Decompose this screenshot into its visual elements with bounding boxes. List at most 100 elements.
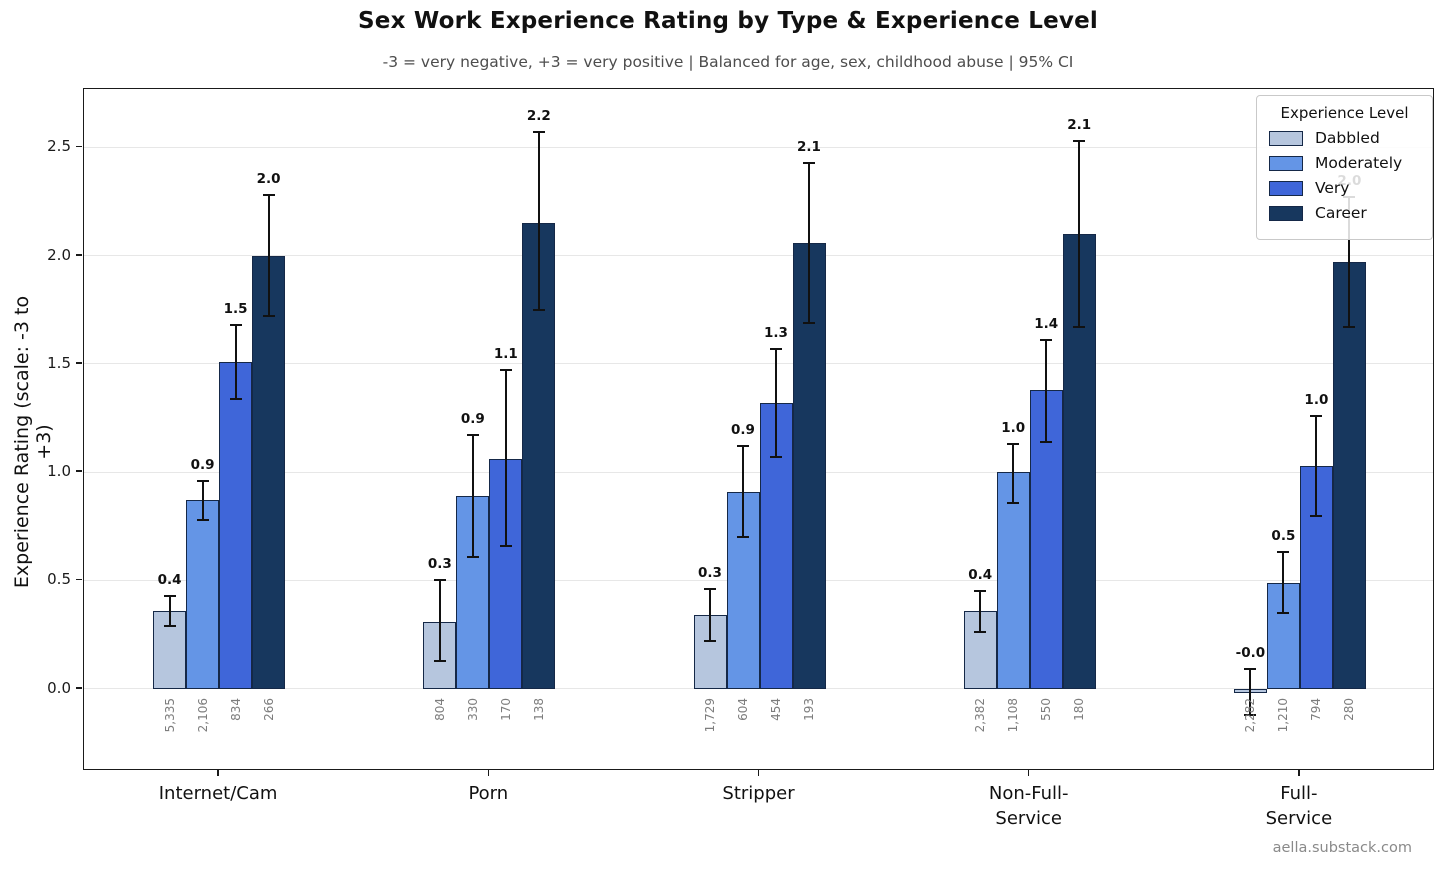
legend-item-moderately: Moderately (1269, 154, 1422, 172)
error-bar-cap-bottom (499, 544, 512, 547)
bar-sample-size-label: 1,729 (703, 697, 717, 733)
legend-title: Experience Level (1280, 104, 1409, 122)
error-bar (234, 324, 237, 399)
bar-sample-size-label: 138 (531, 697, 546, 721)
chart-subtitle: -3 = very negative, +3 = very positive |… (382, 53, 1074, 71)
error-bar-cap-bottom (1277, 611, 1290, 614)
error-bar-cap-top (737, 445, 749, 448)
y-tick-label: 2.0 (47, 245, 71, 264)
error-bar (168, 595, 171, 626)
watermark-text: aella.substack.com (1272, 840, 1412, 856)
bar-value-label: -0.0 (1235, 645, 1266, 662)
y-tick-label: 0.0 (47, 678, 71, 697)
error-bar (1282, 552, 1285, 613)
bar-value-label: 2.1 (1067, 116, 1092, 133)
bar-sample-size-label: 266 (261, 697, 276, 721)
bar-very-1 (219, 361, 253, 689)
legend-items: Dabbled Moderately Very Career (1267, 129, 1422, 222)
bar-sample-size-label: 2,282 (1243, 697, 1258, 733)
gridline (84, 255, 1433, 257)
error-bar-cap-top (262, 194, 275, 197)
y-tick-mark (76, 362, 82, 364)
error-bar-cap-bottom (262, 315, 275, 318)
bar-career-5 (1332, 262, 1366, 689)
bar-value-label: 0.3 (698, 565, 722, 582)
bar-sample-size-label: 794 (1309, 697, 1324, 721)
error-bar-cap-bottom (196, 518, 209, 521)
bar-value-label: 0.9 (731, 422, 755, 439)
bar-sample-size-label: 550 (1039, 697, 1054, 721)
y-tick-mark (76, 253, 82, 256)
error-bar-cap-bottom (466, 555, 479, 558)
bar-value-label: 2.0 (256, 171, 281, 188)
error-bar-cap-bottom (532, 308, 545, 311)
bar-sample-size-label: 5,335 (162, 697, 177, 733)
bar-sample-size-label: 2,106 (195, 697, 210, 733)
error-bar (267, 195, 270, 317)
bar-value-label: 0.4 (157, 571, 182, 588)
bar-value-label: 2.2 (526, 108, 551, 125)
bar-value-label: 1.3 (764, 324, 788, 341)
y-tick-label: 1.0 (47, 462, 71, 481)
plot-area: 0.4 5,335 0.9 2,106 1.5 834 2.0 266 0.3 804 0.9 330… (83, 88, 1434, 770)
error-bar-cap-top (770, 347, 782, 350)
bar-sample-size-label: 330 (465, 697, 480, 721)
x-tick-mark (1027, 770, 1030, 776)
x-category-label: Internet/Cam (158, 783, 278, 804)
error-bar-cap-top (1073, 139, 1086, 142)
error-bar (775, 348, 777, 458)
error-bar-cap-top (532, 131, 545, 134)
bar-sample-size-label: 2,382 (973, 697, 988, 733)
error-bar-cap-top (433, 579, 446, 582)
error-bar (742, 446, 744, 538)
x-category-label: Non-Full- Service (988, 783, 1069, 829)
legend-label: Moderately (1315, 154, 1403, 172)
error-bar-cap-bottom (1244, 713, 1257, 716)
y-tick-mark (76, 686, 82, 689)
legend-swatch-icon (1269, 155, 1303, 171)
legend: Experience Level Dabbled Moderately Very Ca… (1256, 95, 1433, 240)
legend-swatch-icon (1269, 130, 1303, 146)
error-bar-cap-bottom (229, 397, 242, 400)
error-bar-cap-bottom (974, 631, 987, 634)
error-bar-cap-top (229, 323, 242, 326)
y-tick-label: 0.5 (47, 570, 71, 589)
bar-value-label: 0.3 (427, 556, 452, 573)
bar-sample-size-label: 170 (498, 697, 513, 721)
bar-sample-size-label: 280 (1342, 697, 1357, 721)
bar-value-label: 1.1 (493, 346, 518, 363)
x-category-label: Full- Service (1265, 783, 1333, 829)
bar-moderately-2 (456, 496, 490, 689)
error-bar-cap-top (1277, 551, 1290, 554)
error-bar-cap-bottom (770, 456, 782, 459)
bar-sample-size-label: 454 (769, 697, 783, 721)
legend-swatch-icon (1269, 205, 1303, 221)
error-bar-cap-bottom (433, 659, 446, 662)
error-bar-cap-bottom (1040, 440, 1053, 443)
chart-title: Sex Work Experience Rating by Type & Exp… (358, 8, 1098, 34)
bar-value-label: 0.4 (968, 567, 993, 584)
x-category-label: Stripper (722, 783, 795, 804)
error-bar-cap-top (163, 594, 176, 597)
legend-label: Career (1315, 204, 1367, 222)
gridline (84, 363, 1433, 365)
bar-value-label: 0.9 (460, 411, 485, 428)
legend-label: Dabbled (1315, 129, 1380, 147)
legend-label: Very (1315, 179, 1350, 197)
bar-value-label: 1.0 (1001, 420, 1026, 437)
error-bar (1249, 669, 1252, 715)
gridline (84, 146, 1433, 148)
bar-career-1 (252, 255, 286, 689)
error-bar-cap-top (1310, 414, 1323, 417)
error-bar-cap-top (1040, 339, 1053, 342)
bar-value-label: 1.4 (1034, 316, 1059, 333)
error-bar-cap-bottom (737, 536, 749, 539)
bar-moderately-1 (186, 500, 220, 689)
bar-value-label: 0.9 (190, 456, 215, 473)
legend-swatch-icon (1269, 180, 1303, 196)
gridline (84, 688, 1433, 690)
bar-sample-size-label: 180 (1072, 697, 1087, 721)
bar-value-label: 2.1 (797, 138, 821, 155)
bar-moderately-4 (996, 472, 1030, 689)
